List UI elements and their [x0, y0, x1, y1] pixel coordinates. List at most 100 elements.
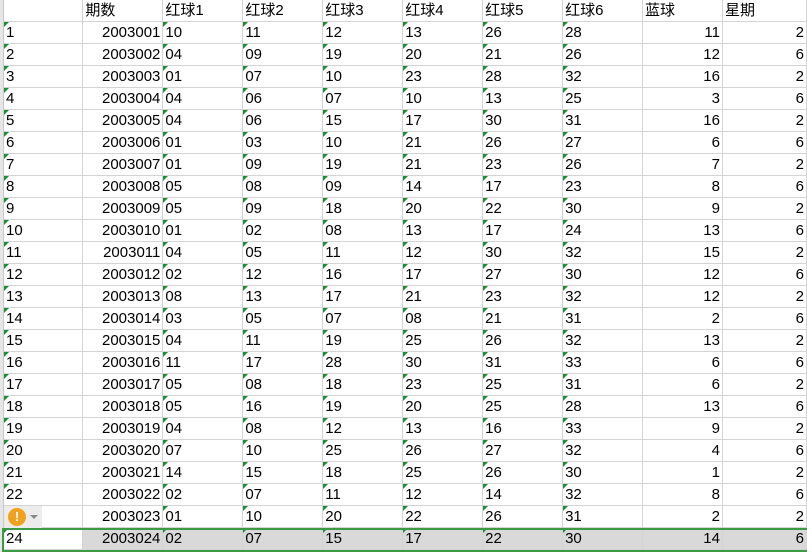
cell[interactable]: 16: [322, 263, 404, 286]
cell[interactable]: 30: [402, 351, 484, 374]
cell[interactable]: 21: [4, 461, 84, 484]
column-header[interactable]: 星期: [722, 0, 807, 22]
cell[interactable]: 04: [162, 43, 244, 66]
chevron-down-icon[interactable]: [30, 515, 38, 519]
column-header[interactable]: 红球5: [482, 0, 564, 22]
cell[interactable]: 12: [642, 43, 723, 66]
cell[interactable]: 3: [642, 87, 723, 110]
cell[interactable]: 7: [4, 153, 84, 176]
cell[interactable]: 2: [722, 241, 807, 264]
cell[interactable]: 6: [722, 527, 807, 550]
cell[interactable]: 2003008: [82, 175, 164, 198]
cell[interactable]: 08: [242, 417, 324, 440]
cell[interactable]: 17: [402, 263, 484, 286]
cell[interactable]: 2: [4, 43, 84, 66]
cell[interactable]: 08: [242, 373, 324, 396]
cell[interactable]: 10: [162, 21, 244, 44]
cell[interactable]: 03: [242, 131, 324, 154]
cell[interactable]: 15: [322, 109, 404, 132]
cell[interactable]: 2: [722, 373, 807, 396]
cell[interactable]: 02: [162, 263, 244, 286]
cell[interactable]: 10: [322, 65, 404, 88]
cell[interactable]: 11: [322, 241, 404, 264]
cell[interactable]: 32: [562, 329, 644, 352]
cell[interactable]: 21: [482, 43, 564, 66]
cell[interactable]: 07: [322, 87, 404, 110]
cell[interactable]: 6: [722, 263, 807, 286]
cell[interactable]: 23: [402, 373, 484, 396]
cell[interactable]: 16: [642, 109, 723, 132]
cell[interactable]: 2003022: [82, 483, 164, 506]
cell[interactable]: 26: [562, 153, 644, 176]
cell[interactable]: 8: [4, 175, 84, 198]
cell[interactable]: 9: [642, 197, 723, 220]
cell[interactable]: 6: [722, 43, 807, 66]
cell[interactable]: 13: [402, 21, 484, 44]
cell[interactable]: 05: [242, 307, 324, 330]
cell[interactable]: 06: [242, 109, 324, 132]
cell[interactable]: 2: [722, 329, 807, 352]
cell[interactable]: 23: [482, 153, 564, 176]
cell[interactable]: 20: [4, 439, 84, 462]
cell[interactable]: 07: [162, 439, 244, 462]
cell[interactable]: 25: [402, 329, 484, 352]
cell[interactable]: 22: [482, 527, 564, 550]
cell[interactable]: 10: [322, 131, 404, 154]
cell[interactable]: 2003023: [82, 505, 164, 528]
cell[interactable]: 25: [402, 461, 484, 484]
cell[interactable]: 30: [562, 527, 644, 550]
cell[interactable]: 31: [482, 351, 564, 374]
cell[interactable]: 08: [242, 175, 324, 198]
cell[interactable]: 17: [482, 175, 564, 198]
cell[interactable]: 20: [402, 197, 484, 220]
cell[interactable]: 20: [402, 395, 484, 418]
column-header[interactable]: 蓝球: [642, 0, 723, 22]
cell[interactable]: 30: [562, 461, 644, 484]
cell[interactable]: 6: [722, 87, 807, 110]
cell[interactable]: 01: [162, 65, 244, 88]
column-header[interactable]: 红球4: [402, 0, 484, 22]
cell[interactable]: 2003021: [82, 461, 164, 484]
cell[interactable]: 19: [4, 417, 84, 440]
cell[interactable]: 04: [162, 241, 244, 264]
cell[interactable]: 16: [4, 351, 84, 374]
cell[interactable]: 20: [402, 43, 484, 66]
cell[interactable]: 12: [402, 241, 484, 264]
cell[interactable]: 22: [482, 197, 564, 220]
cell[interactable]: 25: [482, 395, 564, 418]
cell[interactable]: 12: [642, 285, 723, 308]
cell[interactable]: 16: [242, 395, 324, 418]
cell[interactable]: 21: [402, 131, 484, 154]
cell[interactable]: 2003004: [82, 87, 164, 110]
cell[interactable]: 8: [642, 175, 723, 198]
cell[interactable]: 6: [642, 351, 723, 374]
cell[interactable]: 2003014: [82, 307, 164, 330]
cell[interactable]: 14: [4, 307, 84, 330]
cell[interactable]: 14: [482, 483, 564, 506]
cell[interactable]: 6: [722, 307, 807, 330]
cell[interactable]: 2003001: [82, 21, 164, 44]
cell[interactable]: 12: [242, 263, 324, 286]
cell[interactable]: 13: [642, 219, 723, 242]
cell[interactable]: 2: [722, 109, 807, 132]
cell[interactable]: 11: [242, 21, 324, 44]
cell[interactable]: 09: [242, 43, 324, 66]
cell[interactable]: 27: [562, 131, 644, 154]
column-header[interactable]: 红球2: [242, 0, 324, 22]
cell[interactable]: 25: [562, 87, 644, 110]
cell[interactable]: 9: [642, 417, 723, 440]
cell[interactable]: 18: [4, 395, 84, 418]
cell[interactable]: 2003016: [82, 351, 164, 374]
cell[interactable]: 6: [722, 483, 807, 506]
cell[interactable]: 6: [722, 439, 807, 462]
cell[interactable]: 28: [562, 21, 644, 44]
cell[interactable]: 26: [482, 21, 564, 44]
cell[interactable]: 27: [482, 263, 564, 286]
cell[interactable]: 2003009: [82, 197, 164, 220]
cell[interactable]: 09: [242, 153, 324, 176]
cell[interactable]: 13: [4, 285, 84, 308]
cell[interactable]: 07: [242, 483, 324, 506]
cell[interactable]: 14: [642, 527, 723, 550]
cell[interactable]: 16: [482, 417, 564, 440]
cell[interactable]: 16: [642, 65, 723, 88]
